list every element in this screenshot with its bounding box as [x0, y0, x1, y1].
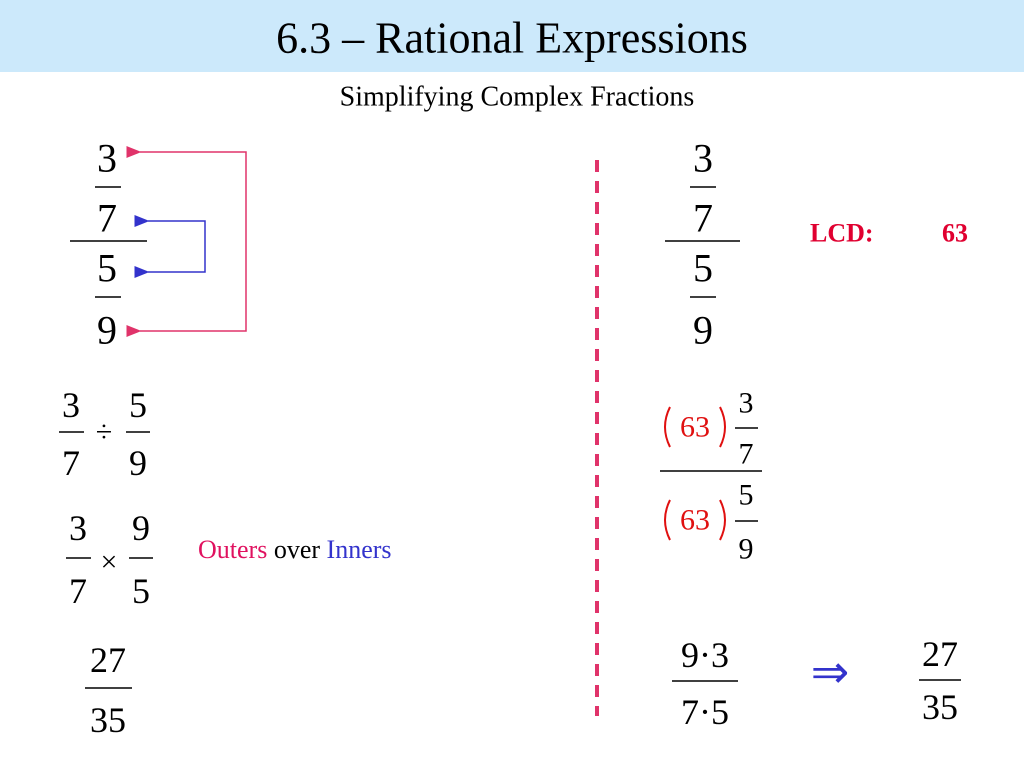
- denominator: 7: [97, 196, 117, 241]
- numerator: 3: [69, 508, 87, 548]
- paren: [719, 406, 726, 448]
- title: 6.3 – Rational Expressions: [276, 14, 748, 63]
- division-step: 3 7 ÷ 5 9: [59, 385, 150, 483]
- inners-arrow: [134, 215, 206, 278]
- denominator: 5: [132, 571, 150, 611]
- multiplication-step: 3 7 × 9 5: [66, 508, 153, 611]
- product-step: 9·3 7·5: [672, 635, 738, 732]
- denominator: 9: [129, 443, 147, 483]
- implies-arrow: ⇒: [811, 647, 850, 698]
- denominator: 7: [69, 571, 87, 611]
- numerator: 5: [693, 246, 713, 291]
- left-result: 27 35: [85, 640, 132, 740]
- numerator: 27: [922, 634, 958, 674]
- numerator: 3: [97, 136, 117, 181]
- factor: 63: [680, 411, 710, 444]
- denominator: 35: [922, 687, 958, 727]
- title-bar: [0, 0, 1024, 72]
- note-over: over: [274, 535, 321, 564]
- subtitle: Simplifying Complex Fractions: [340, 82, 695, 113]
- denominator: 9: [97, 308, 117, 353]
- lcd-label: LCD:: [810, 219, 874, 248]
- numerator: 5: [739, 479, 754, 512]
- operator: ×: [101, 546, 118, 579]
- numerator: 5: [129, 385, 147, 425]
- paren: [719, 499, 726, 541]
- left-complex-fraction: 3 7 5 9: [70, 136, 147, 353]
- right-result: 27 35: [919, 634, 961, 727]
- note-inners: Inners: [327, 535, 392, 564]
- paren: [664, 499, 671, 541]
- denominator: 7·5: [681, 692, 729, 732]
- numerator: 9·3: [681, 635, 729, 675]
- denominator: 35: [90, 700, 126, 740]
- factor: 63: [680, 504, 710, 537]
- numerator: 3: [62, 385, 80, 425]
- denominator: 9: [739, 533, 754, 566]
- operator: ÷: [96, 416, 112, 449]
- numerator: 9: [132, 508, 150, 548]
- paren: [664, 406, 671, 448]
- lcd-step: 63 3 7 63 5 9: [660, 387, 762, 566]
- numerator: 3: [693, 136, 713, 181]
- right-complex-fraction: 3 7 5 9: [665, 136, 740, 353]
- denominator: 7: [739, 438, 754, 471]
- outers-arrow: [126, 146, 247, 337]
- denominator: 9: [693, 308, 713, 353]
- denominator: 7: [693, 196, 713, 241]
- numerator: 3: [739, 387, 754, 420]
- note: Outers over Inners: [198, 535, 392, 564]
- denominator: 7: [62, 443, 80, 483]
- numerator: 27: [90, 640, 126, 680]
- note-outers: Outers: [198, 535, 267, 564]
- lcd-value: 63: [942, 219, 968, 248]
- numerator: 5: [97, 246, 117, 291]
